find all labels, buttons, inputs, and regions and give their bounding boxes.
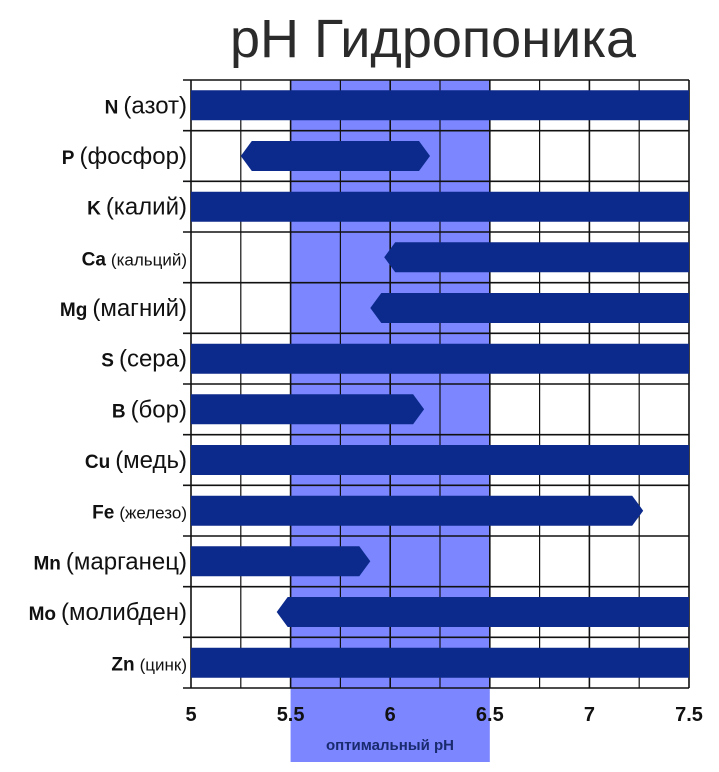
- element-symbol: K: [87, 199, 101, 220]
- element-name: (сера): [119, 346, 187, 373]
- range-bar-k: [191, 191, 689, 222]
- range-bar-mo: [276, 597, 689, 627]
- row-label-mg: Mg (магний): [60, 295, 187, 322]
- range-bar-mg: [370, 293, 689, 323]
- element-name: (бор): [131, 396, 187, 423]
- element-symbol: S: [101, 351, 114, 372]
- element-symbol: P: [62, 148, 75, 169]
- row-label-cu: Cu (медь): [85, 447, 187, 474]
- element-name: (азот): [123, 92, 187, 119]
- x-tick-label: 6: [385, 704, 396, 726]
- range-bar-ca: [384, 242, 689, 273]
- bars-layer: [191, 90, 689, 678]
- row-label-mn: Mn (марганец): [33, 548, 187, 575]
- element-name: (калий): [106, 194, 187, 221]
- element-name: (кальций): [111, 250, 187, 269]
- element-name: (марганец): [66, 548, 187, 575]
- x-tick-label: 6.5: [476, 704, 504, 726]
- range-bar-fe: [191, 495, 644, 526]
- element-symbol: Zn: [111, 655, 134, 676]
- row-label-fe: Fe (железо): [92, 503, 187, 524]
- element-name: (цинк): [140, 656, 187, 675]
- element-symbol: N: [105, 97, 119, 118]
- element-symbol: Ca: [82, 249, 107, 270]
- element-name: (фосфор): [79, 143, 187, 170]
- row-label-s: S (сера): [101, 346, 187, 373]
- element-symbol: Mg: [60, 300, 87, 321]
- row-label-k: K (калий): [87, 194, 187, 221]
- optimal-ph-label: оптимальный pH: [326, 737, 454, 754]
- element-symbol: Cu: [85, 452, 110, 473]
- element-symbol: Mn: [33, 553, 60, 574]
- range-bar-cu: [191, 445, 689, 475]
- element-name: (медь): [115, 447, 187, 474]
- range-bar-b: [191, 394, 425, 425]
- element-symbol: Fe: [92, 503, 114, 524]
- element-symbol: B: [112, 401, 126, 422]
- element-name: (железо): [119, 504, 187, 523]
- element-symbol: Mo: [29, 604, 56, 625]
- range-bar-s: [191, 343, 689, 374]
- element-name: (молибден): [61, 599, 187, 626]
- x-tick-label: 7: [584, 704, 595, 726]
- chart-title: pH Гидропоника: [230, 9, 637, 69]
- range-bar-mn: [191, 546, 371, 577]
- x-tick-label: 5: [185, 704, 196, 726]
- row-labels-layer: N (азот)P (фосфор)K (калий)Ca (кальций)Mg (ма…: [29, 92, 187, 675]
- range-bar-n: [191, 90, 689, 121]
- optimal-ph-label-layer: оптимальный pH: [326, 737, 454, 754]
- x-tick-label: 7.5: [675, 704, 703, 726]
- row-label-zn: Zn (цинк): [111, 655, 187, 676]
- row-label-mo: Mo (молибден): [29, 599, 187, 626]
- row-label-b: B (бор): [112, 396, 187, 423]
- range-bar-p: [240, 141, 430, 171]
- x-tick-label: 5.5: [277, 704, 305, 726]
- x-tick-labels-layer: 5 5.5 6 6.5 7 7.5: [185, 704, 702, 726]
- row-label-p: P (фосфор): [62, 143, 187, 170]
- range-bar-zn: [191, 647, 689, 678]
- chart-grid: [183, 79, 690, 689]
- element-name: (магний): [92, 295, 187, 322]
- row-label-ca: Ca (кальций): [82, 249, 187, 270]
- row-label-n: N (азот): [105, 92, 187, 119]
